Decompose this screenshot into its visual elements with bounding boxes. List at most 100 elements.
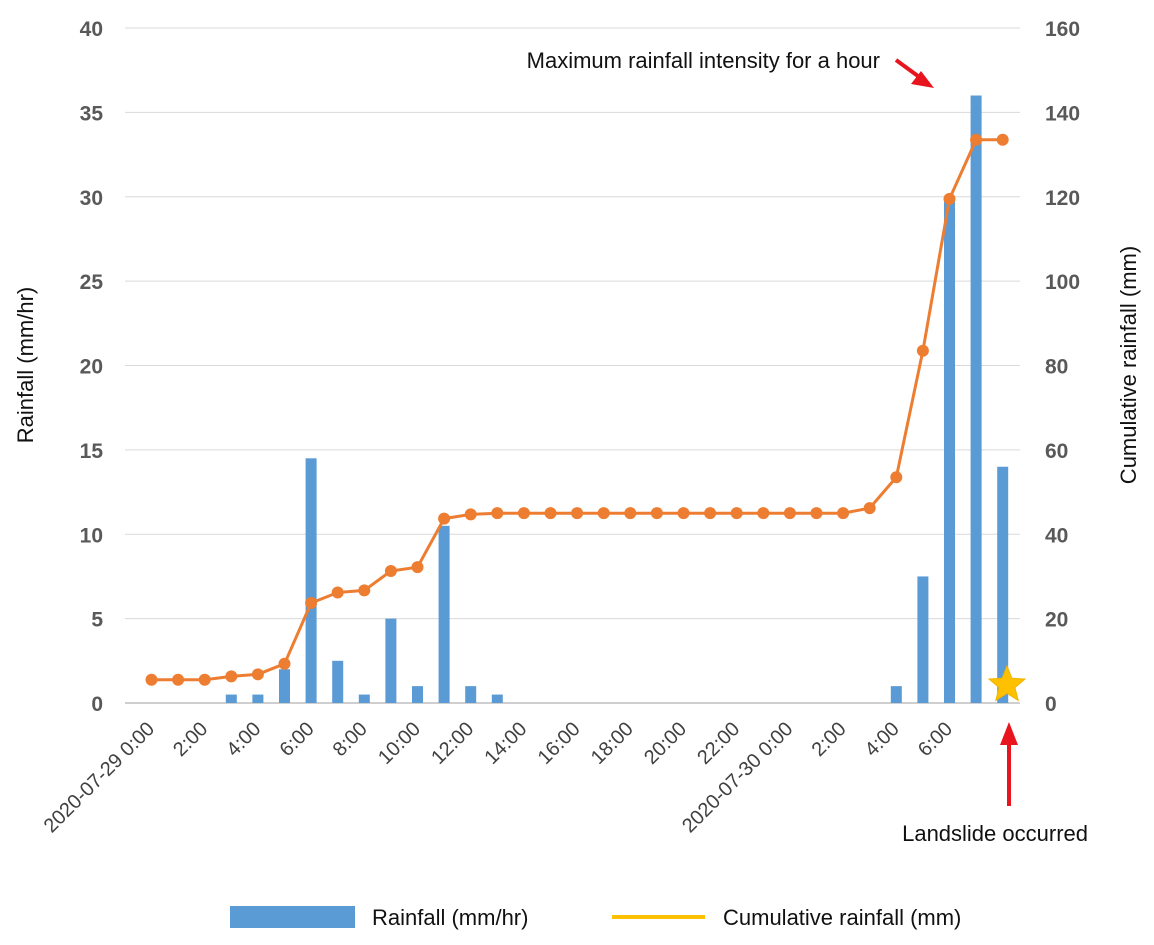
rainfall-bar (465, 686, 477, 703)
cumulative-point (597, 507, 610, 520)
landslide-arrow (1000, 722, 1018, 806)
cumulative-point (677, 507, 690, 520)
legend-rainfall-label: Rainfall (mm/hr) (372, 905, 528, 930)
cumulative-point (251, 668, 264, 681)
left-axis-ticks: 0 5 10 15 20 25 30 35 40 (80, 18, 104, 716)
x-tick-label: 16:00 (534, 718, 585, 769)
x-tick-label: 4:00 (861, 718, 904, 761)
cumulative-point (438, 512, 451, 525)
legend: Rainfall (mm/hr) Cumulative rainfall (mm… (230, 905, 961, 930)
x-axis-ticks: 2020-07-29 0:00 2:00 4:00 6:00 8:00 10:00 12:0… (40, 718, 957, 837)
x-tick-label: 22:00 (693, 718, 744, 769)
cumulative-point (331, 586, 344, 599)
max-intensity-annotation: Maximum rainfall intensity for a hour (527, 48, 880, 73)
rainfall-bar (358, 694, 370, 703)
gridlines (125, 27, 1020, 704)
rainfall-bar (412, 686, 423, 703)
right-tick-label: 140 (1045, 102, 1080, 125)
cumulative-line (145, 133, 1009, 686)
cumulative-point (464, 508, 477, 521)
cumulative-point (172, 673, 185, 686)
cumulative-point (571, 507, 584, 520)
cumulative-point (544, 507, 557, 520)
cumulative-point (916, 344, 929, 357)
x-tick-label: 2:00 (169, 718, 212, 761)
x-tick-label: 2020-07-29 0:00 (40, 718, 159, 837)
right-axis-title: Cumulative rainfall (mm) (1116, 246, 1141, 484)
right-tick-label: 0 (1045, 693, 1057, 716)
right-tick-label: 60 (1045, 440, 1068, 463)
right-axis-ticks: 0 20 40 60 80 100 120 140 160 (1045, 18, 1080, 716)
legend-cumulative-label: Cumulative rainfall (mm) (723, 905, 961, 930)
cumulative-point (996, 133, 1009, 146)
left-tick-label: 20 (80, 356, 103, 379)
cumulative-point (384, 564, 397, 577)
cumulative-point (145, 673, 158, 686)
left-tick-label: 0 (91, 693, 103, 716)
max-intensity-arrow (894, 58, 934, 88)
cumulative-point (943, 192, 956, 205)
right-tick-label: 120 (1045, 187, 1080, 210)
cumulative-point (225, 670, 238, 683)
rainfall-bar (944, 196, 955, 703)
rainfall-bar (970, 95, 982, 703)
cumulative-point (730, 507, 743, 520)
left-tick-label: 5 (91, 609, 103, 632)
x-tick-label: 14:00 (480, 718, 531, 769)
rainfall-bar (252, 694, 264, 703)
rainfall-bar (279, 669, 290, 703)
x-tick-label: 4:00 (222, 718, 265, 761)
rainfall-bar (332, 660, 344, 703)
landslide-annotation: Landslide occurred (902, 821, 1088, 846)
right-tick-label: 20 (1045, 609, 1068, 632)
x-tick-label: 12:00 (427, 718, 478, 769)
cumulative-point (517, 507, 530, 520)
rainfall-bar (917, 576, 929, 703)
left-tick-label: 35 (80, 102, 104, 125)
cumulative-point (198, 673, 211, 686)
right-tick-label: 40 (1045, 524, 1068, 547)
x-tick-label: 18:00 (587, 718, 638, 769)
rainfall-bar (225, 694, 237, 703)
x-tick-label: 20:00 (640, 718, 691, 769)
rainfall-bar (438, 525, 450, 703)
cumulative-point (890, 471, 903, 484)
x-tick-label: 6:00 (914, 718, 957, 761)
cumulative-point (358, 584, 371, 597)
cumulative-point (305, 597, 318, 610)
left-tick-label: 15 (80, 440, 104, 463)
left-tick-label: 10 (80, 524, 103, 547)
rainfall-bar (890, 686, 902, 703)
legend-rainfall-swatch (230, 906, 355, 928)
cumulative-point (491, 507, 504, 520)
x-tick-label: 2:00 (808, 718, 851, 761)
cumulative-point (863, 502, 876, 515)
rainfall-bar (997, 466, 1009, 703)
cumulative-point (837, 507, 850, 520)
x-tick-label: 6:00 (276, 718, 319, 761)
left-tick-label: 25 (80, 271, 104, 294)
cumulative-point (411, 561, 424, 574)
x-tick-label: 10:00 (374, 718, 425, 769)
x-tick-label: 8:00 (329, 718, 372, 761)
cumulative-point (783, 507, 796, 520)
rainfall-bar (385, 618, 397, 703)
rainfall-bars (225, 95, 1009, 703)
cumulative-point (970, 133, 983, 146)
cumulative-series-line (151, 138, 1003, 682)
right-tick-label: 100 (1045, 271, 1080, 294)
left-axis-title: Rainfall (mm/hr) (13, 287, 38, 443)
rainfall-bar (305, 458, 317, 703)
cumulative-point (810, 507, 823, 520)
cumulative-point (704, 507, 717, 520)
landslide-star-icon (987, 664, 1027, 702)
cumulative-point (757, 507, 770, 520)
left-tick-label: 40 (80, 18, 103, 41)
right-tick-label: 80 (1045, 356, 1068, 379)
rainfall-bar (491, 694, 503, 703)
cumulative-point (650, 507, 663, 520)
left-tick-label: 30 (80, 187, 103, 210)
right-tick-label: 160 (1045, 18, 1080, 41)
cumulative-point (624, 507, 637, 520)
